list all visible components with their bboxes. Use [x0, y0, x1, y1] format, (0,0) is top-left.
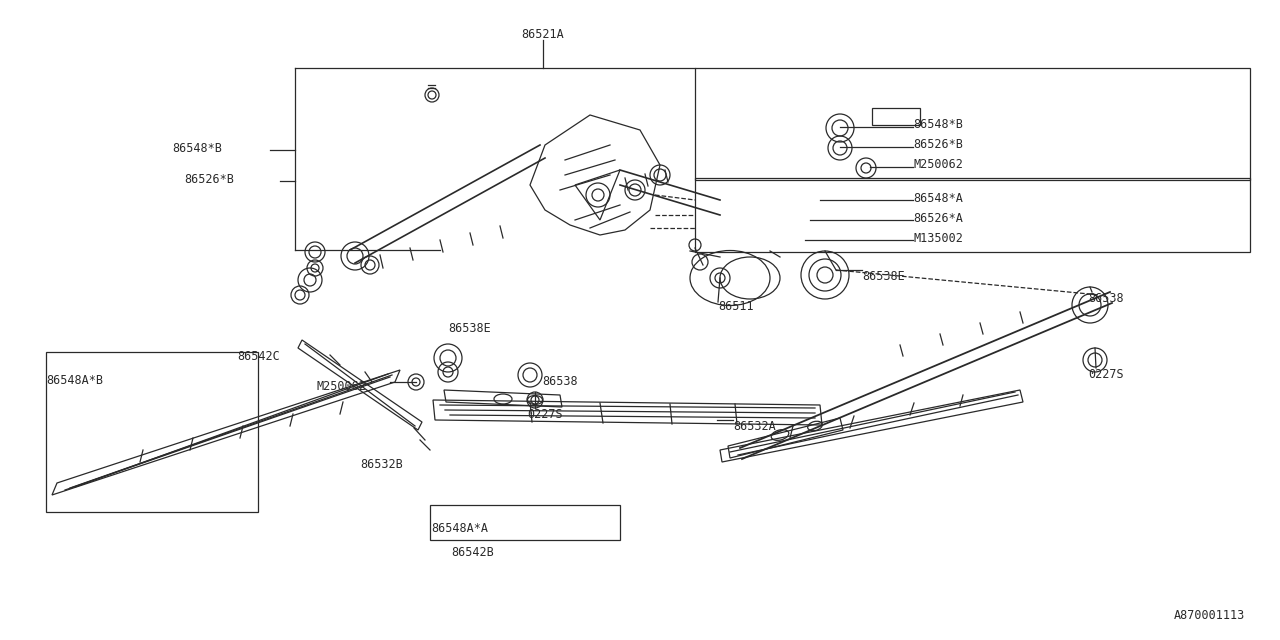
Text: 86526*B: 86526*B [913, 138, 963, 151]
Text: M250062: M250062 [316, 380, 366, 393]
Text: 86548*B: 86548*B [172, 142, 221, 155]
Text: 86542C: 86542C [237, 350, 280, 363]
Text: 86538E: 86538E [448, 322, 490, 335]
Bar [695, 178, 1251, 252]
Bar [430, 505, 620, 540]
Text: 86538: 86538 [541, 375, 577, 388]
Text: 86532B: 86532B [360, 458, 403, 471]
Text: 86532A: 86532A [733, 420, 776, 433]
Text: 86526*A: 86526*A [913, 212, 963, 225]
Text: 86538: 86538 [1088, 292, 1124, 305]
Text: 86538E: 86538E [861, 270, 905, 283]
Text: 86548A*A: 86548A*A [431, 522, 489, 535]
Text: 86548*B: 86548*B [913, 118, 963, 131]
Text: M250062: M250062 [913, 158, 963, 171]
Bar [695, 68, 1251, 180]
Bar [46, 352, 259, 512]
Text: 86511: 86511 [718, 300, 754, 313]
Text: 0227S: 0227S [1088, 368, 1124, 381]
Text: 86526*B: 86526*B [184, 173, 234, 186]
Text: 86548*A: 86548*A [913, 192, 963, 205]
Text: 86542B: 86542B [452, 546, 494, 559]
Text: 86548A*B: 86548A*B [46, 374, 102, 387]
Text: A870001113: A870001113 [1174, 609, 1245, 622]
Text: M135002: M135002 [913, 232, 963, 245]
Text: 86521A: 86521A [522, 28, 564, 41]
Text: 0227S: 0227S [527, 408, 563, 421]
